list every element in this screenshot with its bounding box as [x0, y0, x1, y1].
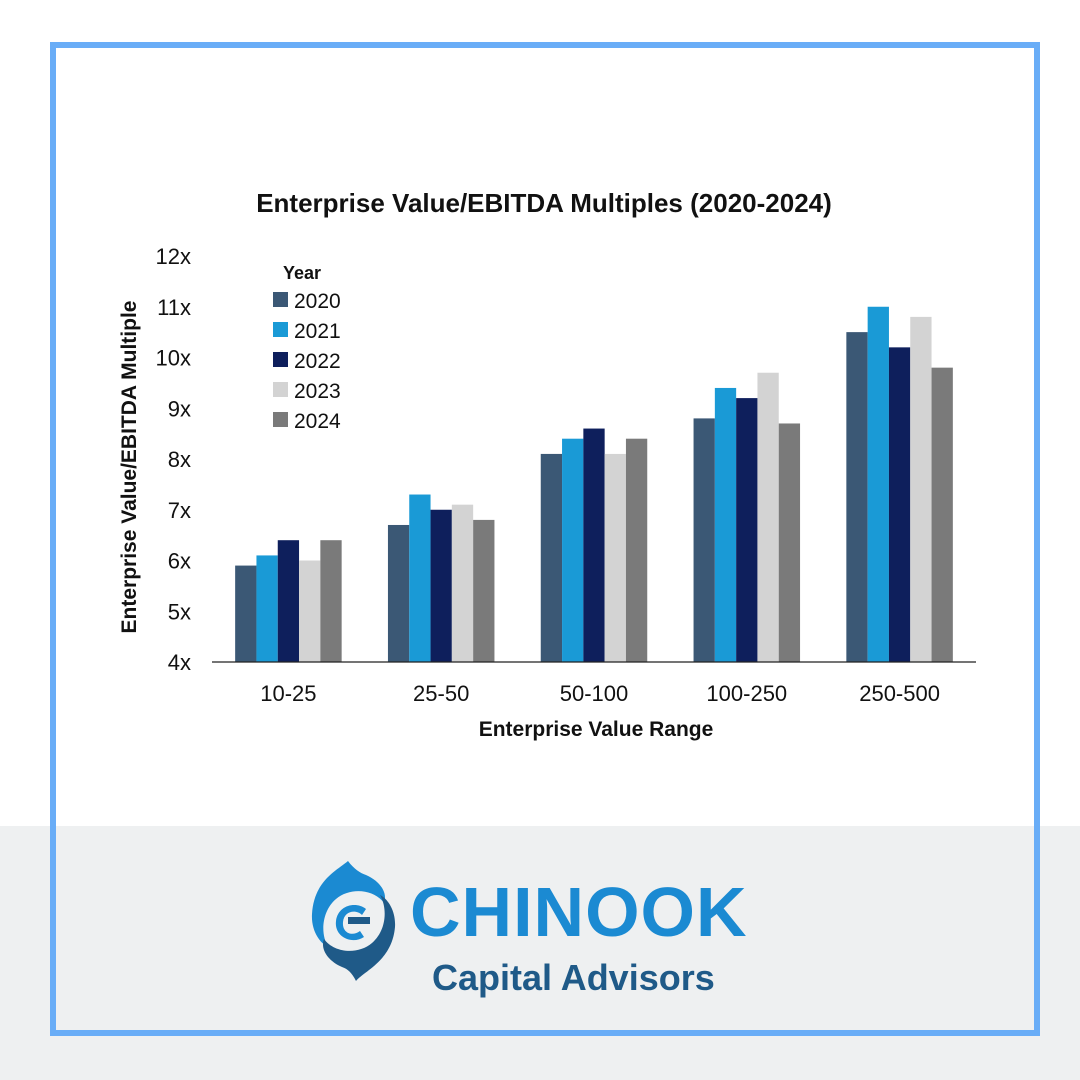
legend-label: 2023: [294, 380, 341, 403]
legend-swatch-2024: [273, 412, 288, 427]
bar-2023-50-100: [604, 453, 626, 662]
bar-2021-25-50: [409, 494, 431, 662]
y-tick-label: 10x: [156, 346, 191, 371]
bar-2024-250-500: [931, 367, 953, 662]
y-tick-label: 6x: [168, 549, 191, 574]
bar-2022-10-25: [277, 540, 300, 662]
bar-2024-50-100: [625, 438, 648, 662]
bar-2023-100-250: [757, 372, 779, 662]
bar-2023-25-50: [451, 504, 474, 662]
bar-2024-10-25: [320, 540, 342, 662]
legend-title: Year: [283, 263, 321, 283]
brand-subtitle: Capital Advisors: [432, 957, 715, 998]
x-tick-label: 50-100: [560, 681, 629, 706]
bar-2020-10-25: [235, 565, 257, 662]
bar-2024-25-50: [473, 519, 495, 662]
bar-2020-25-50: [387, 524, 410, 662]
x-tick-label: 25-50: [413, 681, 469, 706]
legend: Year 2020 2021 2022 2023 2024: [273, 263, 341, 433]
legend-label: 2022: [294, 350, 341, 373]
legend-swatch-2023: [273, 382, 288, 397]
y-axis-title: Enterprise Value/EBITDA Multiple: [118, 301, 141, 634]
y-axis-ticks: 4x 5x 6x 7x 8x 9x 10x 11x 12x: [156, 244, 191, 675]
x-tick-label: 10-25: [260, 681, 316, 706]
bar-2020-250-500: [846, 332, 868, 662]
bar-2022-250-500: [888, 347, 911, 662]
bar-2022-50-100: [583, 428, 605, 662]
x-axis-ticks: 10-25 25-50 50-100 100-250 250-500: [260, 681, 940, 706]
bar-2023-250-500: [910, 316, 932, 662]
brand-logo: CHINOOK Capital Advisors: [300, 855, 780, 1005]
legend-swatch-2021: [273, 322, 288, 337]
y-tick-label: 9x: [168, 396, 191, 421]
y-tick-label: 12x: [156, 244, 191, 269]
y-tick-label: 8x: [168, 447, 191, 472]
chart-title: Enterprise Value/EBITDA Multiples (2020-…: [256, 188, 832, 218]
bar-2021-250-500: [867, 306, 889, 662]
bars: [235, 306, 953, 662]
chinook-salmon-icon: [311, 861, 396, 981]
legend-label: 2020: [294, 290, 341, 313]
legend-swatch-2020: [273, 292, 288, 307]
x-axis-title: Enterprise Value Range: [479, 718, 714, 741]
y-tick-label: 5x: [168, 599, 191, 624]
x-tick-label: 250-500: [859, 681, 940, 706]
bar-2021-10-25: [256, 555, 278, 662]
x-tick-label: 100-250: [706, 681, 787, 706]
bar-2021-50-100: [562, 438, 584, 662]
bar-2022-100-250: [736, 398, 758, 662]
bar-2024-100-250: [778, 423, 801, 662]
legend-label: 2024: [294, 410, 341, 433]
bar-2020-100-250: [693, 418, 715, 662]
bar-2021-100-250: [714, 387, 737, 662]
ev-ebitda-chart: Enterprise Value/EBITDA Multiples (2020-…: [118, 188, 976, 741]
legend-swatch-2022: [273, 352, 288, 367]
bar-2020-50-100: [540, 453, 563, 662]
y-tick-label: 11x: [157, 295, 191, 320]
brand-name: CHINOOK: [410, 873, 748, 951]
legend-label: 2021: [294, 320, 341, 343]
bar-2022-25-50: [430, 509, 452, 662]
y-tick-label: 7x: [168, 498, 191, 523]
bar-2023-10-25: [299, 560, 321, 662]
page-frame: [50, 42, 1040, 1036]
footer-band: [0, 826, 1080, 1080]
y-tick-label: 4x: [168, 650, 191, 675]
